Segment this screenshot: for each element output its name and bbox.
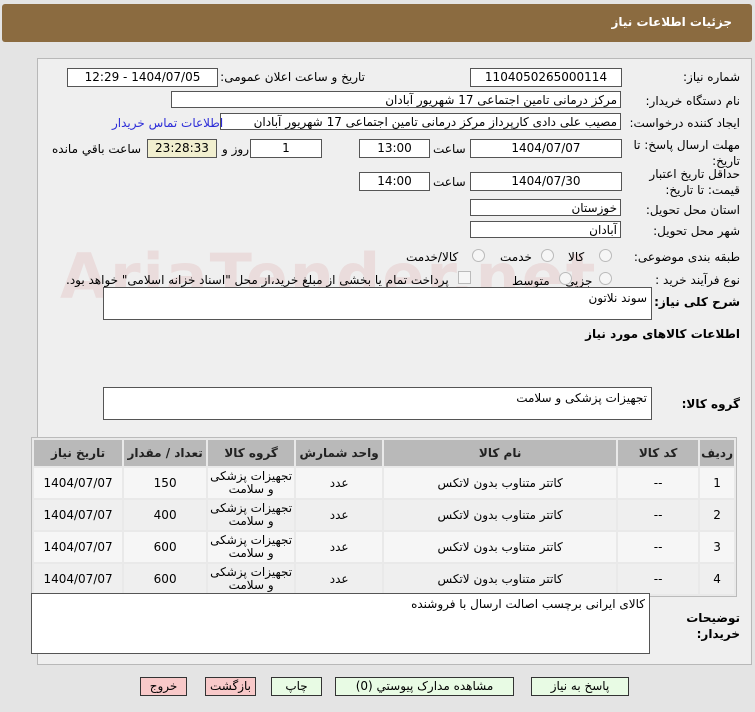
cell-name: کاتتر متناوب بدون لاتکس xyxy=(384,532,617,562)
goods-group-label: گروه کالا: xyxy=(681,397,740,411)
days-field[interactable]: 1 xyxy=(250,139,322,158)
creator-field[interactable]: مصیب علی دادی کارپرداز مرکز درمانی تامین… xyxy=(220,113,621,130)
table-header-row: ردیف کد کالا نام کالا واحد شمارش گروه کا… xyxy=(34,440,734,466)
category-option-goods: کالا xyxy=(568,250,585,264)
cell-date: 1404/07/07 xyxy=(34,564,123,594)
buyer-notes-label: توضیحات خریدار: xyxy=(686,611,740,641)
page-title: جزئیات اطلاعات نیاز xyxy=(611,15,732,29)
cell-qty: 600 xyxy=(124,532,207,562)
city-field[interactable]: آبادان xyxy=(470,221,621,238)
cell-qty: 600 xyxy=(124,564,207,594)
cell-date: 1404/07/07 xyxy=(34,532,123,562)
cell-code: -- xyxy=(618,500,699,530)
table-row: 3 -- کاتتر متناوب بدون لاتکس عدد تجهیزات پزش… xyxy=(34,532,734,562)
contact-buyer-link[interactable]: اطلاعات تماس خریدار xyxy=(112,116,224,130)
cell-name: کاتتر متناوب بدون لاتکس xyxy=(384,564,617,594)
buyer-org-field[interactable]: مرکز درمانی تامین اجتماعی 17 شهریور آباد… xyxy=(171,91,621,108)
need-number-field[interactable]: 1104050265000114 xyxy=(470,68,622,87)
city-label: شهر محل تحویل: xyxy=(653,224,740,238)
cell-row: 3 xyxy=(700,532,734,562)
process-radio-minor[interactable] xyxy=(599,272,612,285)
process-label: نوع فرآیند خرید : xyxy=(655,273,740,287)
page-header: جزئیات اطلاعات نیاز xyxy=(2,4,752,42)
category-option-service: خدمت xyxy=(500,250,532,264)
cell-date: 1404/07/07 xyxy=(34,500,123,530)
cell-row: 4 xyxy=(700,564,734,594)
province-label: استان محل تحویل: xyxy=(645,203,740,217)
category-radio-service[interactable] xyxy=(541,249,554,262)
need-number-label: شماره نیاز: xyxy=(683,70,740,84)
table-row: 1 -- کاتتر متناوب بدون لاتکس عدد تجهیزات پزش… xyxy=(34,468,734,498)
col-row: ردیف xyxy=(700,440,734,466)
announce-label: تاریخ و ساعت اعلان عمومی: xyxy=(220,70,365,84)
goods-info-title: اطلاعات کالاهای مورد نیاز xyxy=(585,327,740,341)
cell-code: -- xyxy=(618,468,699,498)
cell-qty: 400 xyxy=(124,500,207,530)
cell-group: تجهیزات پزشکی و سلامت xyxy=(208,564,295,594)
cell-row: 2 xyxy=(700,500,734,530)
cell-group: تجهیزات پزشکی و سلامت xyxy=(208,532,295,562)
cell-code: -- xyxy=(618,532,699,562)
creator-label: ایجاد کننده درخواست: xyxy=(629,116,740,130)
cell-group: تجهیزات پزشکی و سلامت xyxy=(208,468,295,498)
cell-row: 1 xyxy=(700,468,734,498)
col-qty: تعداد / مقدار xyxy=(124,440,207,466)
col-unit: واحد شمارش xyxy=(296,440,383,466)
col-group: گروه کالا xyxy=(208,440,295,466)
back-button[interactable]: بازگشت xyxy=(205,677,256,696)
col-date: تاریخ نیاز xyxy=(34,440,123,466)
deadline-time-label: ساعت xyxy=(433,142,466,156)
deadline-label: مهلت ارسال پاسخ: تا تاریخ: xyxy=(633,138,740,168)
cell-unit: عدد xyxy=(296,468,383,498)
description-label: شرح کلی نیاز: xyxy=(654,295,740,309)
process-option-medium: متوسط xyxy=(512,274,550,288)
cell-unit: عدد xyxy=(296,532,383,562)
cell-unit: عدد xyxy=(296,564,383,594)
province-field[interactable]: خوزستان xyxy=(470,199,621,216)
treasury-payment-note: پرداخت تمام یا بخشی از مبلغ خرید،از محل … xyxy=(66,273,449,287)
description-field[interactable]: سوند نلاتون xyxy=(103,287,652,320)
cell-name: کاتتر متناوب بدون لاتکس xyxy=(384,500,617,530)
cell-name: کاتتر متناوب بدون لاتکس xyxy=(384,468,617,498)
announce-field[interactable]: 1404/07/05 - 12:29 xyxy=(67,68,218,87)
validity-time-field[interactable]: 14:00 xyxy=(359,172,430,191)
days-label: روز و xyxy=(222,142,249,156)
cell-group: تجهیزات پزشکی و سلامت xyxy=(208,500,295,530)
category-radio-both[interactable] xyxy=(472,249,485,262)
buyer-notes-field[interactable]: کالای ایرانی برچسب اصالت ارسال با فروشند… xyxy=(31,593,650,654)
table-row: 4 -- کاتتر متناوب بدون لاتکس عدد تجهیزات پزش… xyxy=(34,564,734,594)
goods-table-wrapper: ردیف کد کالا نام کالا واحد شمارش گروه کا… xyxy=(31,437,737,597)
deadline-date-field[interactable]: 1404/07/07 xyxy=(470,139,622,158)
category-label: طبقه بندی موضوعی: xyxy=(633,250,740,264)
validity-time-label: ساعت xyxy=(433,175,466,189)
goods-group-field[interactable]: تجهیزات پزشکی و سلامت xyxy=(103,387,652,420)
cell-qty: 150 xyxy=(124,468,207,498)
category-option-both: کالا/خدمت xyxy=(406,250,459,264)
table-row: 2 -- کاتتر متناوب بدون لاتکس عدد تجهیزات پزش… xyxy=(34,500,734,530)
col-name: نام کالا xyxy=(384,440,617,466)
cell-unit: عدد xyxy=(296,500,383,530)
validity-date-field[interactable]: 1404/07/30 xyxy=(470,172,622,191)
validity-label: حداقل تاریخ اعتبار قیمت: تا تاریخ: xyxy=(649,167,740,197)
print-button[interactable]: چاپ xyxy=(271,677,322,696)
col-code: کد کالا xyxy=(618,440,699,466)
deadline-time-field[interactable]: 13:00 xyxy=(359,139,430,158)
buyer-org-label: نام دستگاه خریدار: xyxy=(645,94,741,108)
remaining-time-field: 23:28:33 xyxy=(147,139,217,158)
cell-date: 1404/07/07 xyxy=(34,468,123,498)
cell-code: -- xyxy=(618,564,699,594)
remaining-label: ساعت باقي مانده xyxy=(52,142,142,156)
goods-table: ردیف کد کالا نام کالا واحد شمارش گروه کا… xyxy=(32,438,736,596)
category-radio-goods[interactable] xyxy=(599,249,612,262)
attachments-button[interactable]: مشاهده مدارک پیوستي (0) xyxy=(335,677,514,696)
treasury-payment-checkbox[interactable] xyxy=(458,271,471,284)
process-radio-medium[interactable] xyxy=(559,272,572,285)
reply-button[interactable]: پاسخ به نیاز xyxy=(531,677,629,696)
exit-button[interactable]: خروج xyxy=(140,677,187,696)
